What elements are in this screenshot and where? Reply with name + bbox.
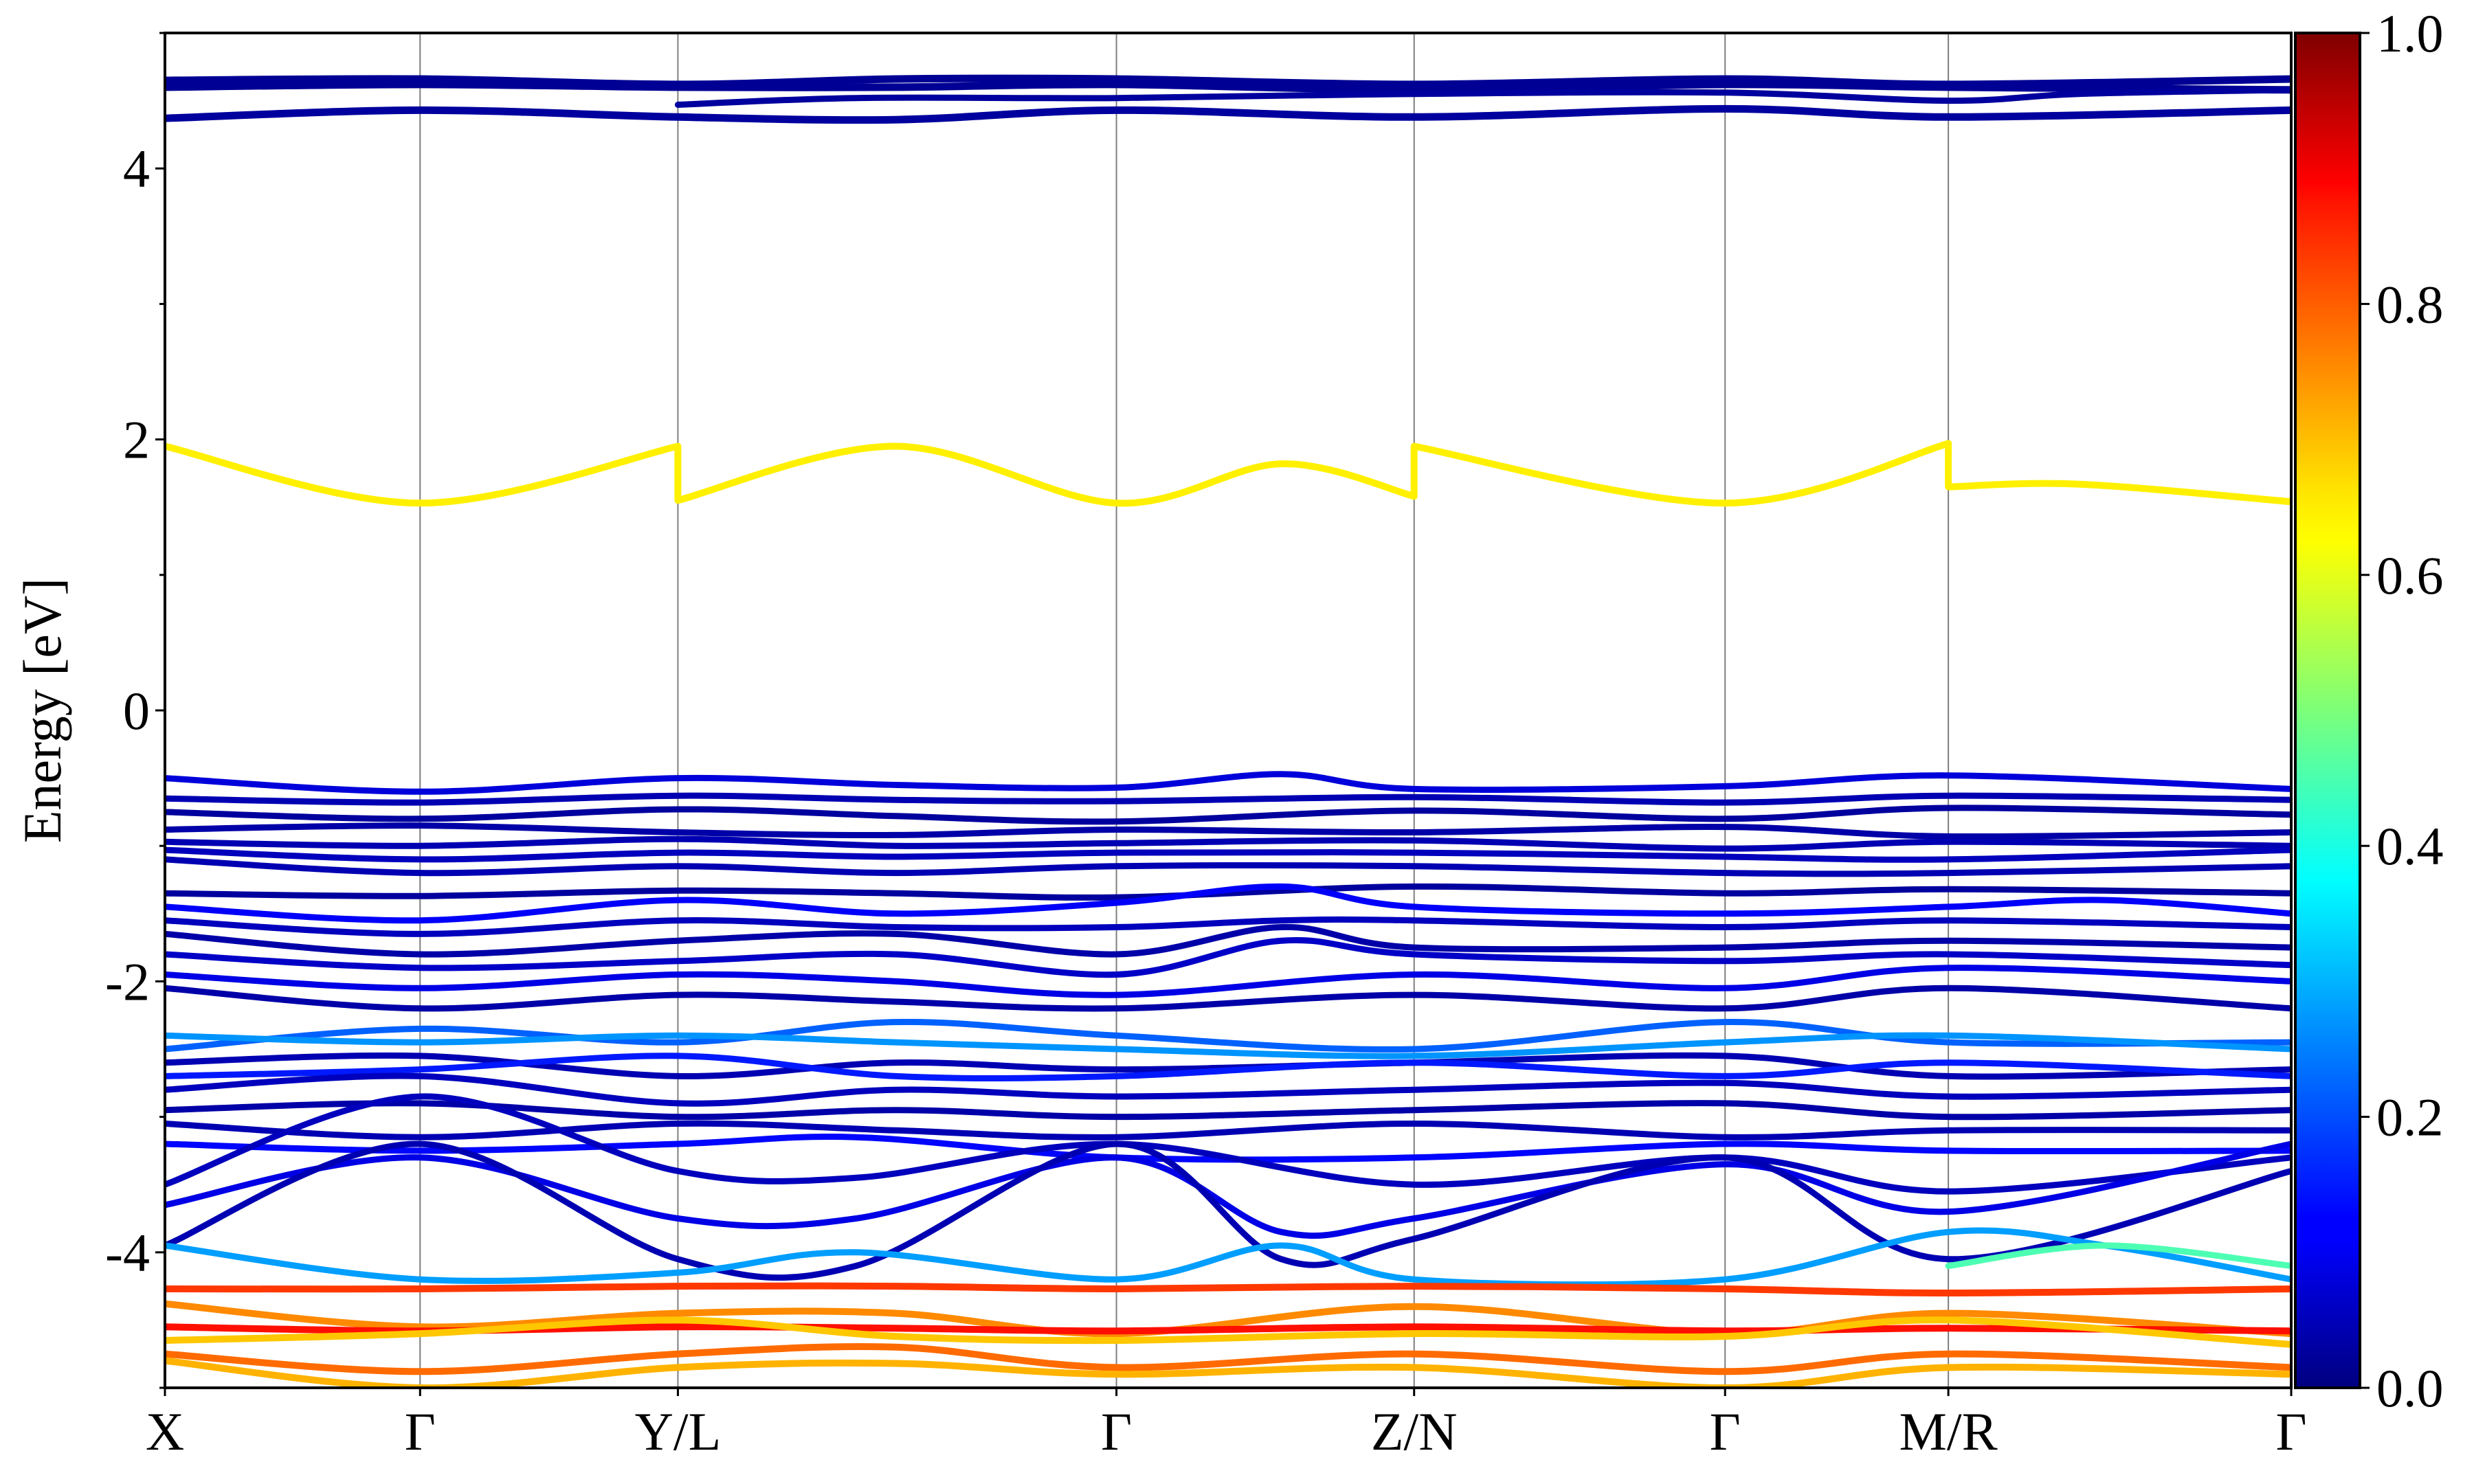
y-tick-label: 2 (123, 410, 150, 470)
band-16 (165, 923, 2291, 958)
x-tick-label: Γ (405, 1402, 436, 1461)
y-tick-label: 0 (123, 681, 150, 741)
band-14 (165, 883, 2291, 924)
x-tick-label: M/R (1899, 1402, 1998, 1461)
band-17 (165, 936, 2291, 978)
band-3 (165, 104, 2291, 124)
colorbar-tick-label: 0.0 (2376, 1358, 2444, 1418)
x-axis-ticks: X Γ Y/L Γ Z/N Γ M/R Γ (146, 1388, 2307, 1461)
colorbar: 1.0 0.8 0.6 0.4 0.2 0.0 (2294, 3, 2444, 1418)
x-tick-label: X (146, 1402, 184, 1461)
x-tick-label: Γ (2275, 1402, 2306, 1461)
band-lines (165, 74, 2291, 1388)
colorbar-tick-label: 0.4 (2376, 816, 2444, 876)
x-tick-label: Z/N (1371, 1402, 1458, 1461)
band-25 (165, 1100, 2291, 1121)
y-tick-label: 4 (123, 139, 150, 199)
band-32 (1945, 1242, 2291, 1269)
band-38 (165, 1357, 2291, 1388)
high-symmetry-lines (419, 33, 1950, 1388)
band-20 (165, 1018, 2291, 1053)
x-tick-label: Y/L (635, 1402, 722, 1461)
band-2 (165, 80, 2291, 94)
band-9 (165, 822, 2291, 840)
band-26 (165, 1120, 2291, 1140)
band-27 (165, 1134, 2291, 1163)
band-24 (165, 1072, 2291, 1107)
y-axis-title: Energy [eV] (12, 578, 72, 843)
band-29 (165, 1140, 2291, 1239)
band-10 (165, 835, 2291, 852)
band-37 (165, 1343, 2291, 1375)
band-15 (165, 916, 2291, 937)
band-21 (165, 1032, 2291, 1059)
band-36 (165, 1316, 2291, 1348)
band-28 (165, 1093, 2291, 1195)
band-7 (165, 792, 2291, 806)
band-31 (165, 1227, 2291, 1288)
colorbar-tick-label: 0.8 (2376, 274, 2444, 334)
band-8 (165, 805, 2291, 825)
y-tick-label: -4 (105, 1223, 150, 1283)
band-33 (165, 1282, 2291, 1296)
band-11 (165, 846, 2291, 863)
band-5 (165, 440, 2291, 507)
colorbar-tick-label: 1.0 (2376, 3, 2444, 63)
band-6 (165, 771, 2291, 795)
band-19 (165, 985, 2291, 1012)
band-30 (165, 1140, 2291, 1281)
plot-frame (164, 32, 2293, 1389)
band-23 (165, 1053, 2291, 1082)
colorbar-ticks: 1.0 0.8 0.6 0.4 0.2 0.0 (2360, 3, 2444, 1418)
band-12 (165, 856, 2291, 877)
band-4 (674, 87, 2291, 108)
colorbar-tick-label: 0.6 (2376, 546, 2444, 605)
y-tick-label: -2 (105, 952, 150, 1011)
colorbar-gradient (2294, 32, 2361, 1389)
y-axis-ticks: 4 2 0 -2 -4 (105, 32, 165, 1389)
x-tick-label: Γ (1101, 1402, 1132, 1461)
x-tick-label: Γ (1710, 1402, 1741, 1461)
colorbar-tick-label: 0.2 (2376, 1088, 2444, 1147)
band-18 (165, 965, 2291, 998)
